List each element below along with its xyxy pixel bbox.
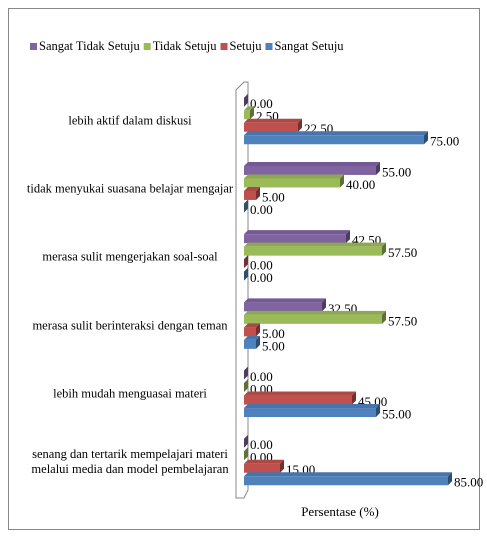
value-label: 55.00 [382, 164, 411, 179]
bar-side [244, 93, 248, 107]
value-label: 57.50 [388, 313, 417, 328]
bar [244, 246, 382, 256]
bar-top [244, 131, 428, 136]
bar-top [244, 106, 254, 111]
bar [244, 339, 256, 349]
bar-side [256, 186, 260, 200]
bar-side [244, 379, 248, 393]
legend-label: Setuju [230, 39, 263, 53]
bar [244, 314, 382, 324]
bar [244, 476, 448, 486]
value-label: 0.00 [250, 202, 273, 217]
legend-label: Sangat Tidak Setuju [39, 39, 140, 53]
bar-side [244, 199, 248, 213]
category-label: lebih mudah menguasai materi [53, 386, 207, 401]
bar-side [376, 404, 380, 418]
bar-top [244, 242, 386, 247]
legend-label: Tidak Setuju [153, 39, 218, 53]
bar-side [448, 472, 452, 486]
bar-side [346, 230, 350, 244]
x-axis-label: Persentase (%) [301, 504, 379, 519]
bar-top [244, 118, 302, 123]
value-label: 5.00 [262, 338, 285, 353]
value-label: 75.00 [430, 134, 459, 149]
bar-top [244, 323, 260, 328]
legend-swatch [143, 43, 151, 50]
bar-top [244, 186, 260, 191]
category-label: tidak menyukai suasana belajar mengajar [26, 181, 234, 196]
bar-top [244, 459, 284, 464]
bar-side [256, 323, 260, 337]
bar-side [352, 391, 356, 405]
bar-side [244, 434, 248, 448]
value-label: 57.50 [388, 245, 417, 260]
category-label: merasa sulit mengerjakan soal-soal [42, 249, 218, 264]
bar-top [244, 472, 452, 477]
category-label: merasa sulit berinteraksi dengan teman [32, 318, 228, 333]
value-label: 0.00 [250, 96, 273, 111]
bar [244, 110, 250, 120]
bar-side [256, 335, 260, 349]
bar-side [376, 161, 380, 175]
value-label: 0.00 [250, 437, 273, 452]
bar-side [250, 106, 254, 120]
category-label: senang dan tertarik mempelajari materi m… [31, 447, 229, 476]
value-label: 0.00 [250, 258, 273, 273]
bar [244, 122, 298, 132]
bar-side [424, 131, 428, 145]
legend-swatch [30, 43, 37, 50]
bar [244, 165, 376, 175]
bar-top [244, 230, 350, 235]
bar-side [244, 447, 248, 461]
bar-side [244, 366, 248, 380]
legend-swatch [220, 43, 228, 50]
bar-side [340, 174, 344, 188]
category-label: lebih aktif dalam diskusi [68, 113, 192, 128]
value-label: 0.00 [250, 270, 273, 285]
bar-side [244, 255, 248, 269]
bar [244, 190, 256, 200]
bar [244, 395, 352, 405]
value-label: 5.00 [262, 326, 285, 341]
bar-side [244, 267, 248, 281]
axis-wall [235, 81, 249, 499]
bar [244, 234, 346, 244]
bar [244, 178, 340, 188]
value-label: 5.00 [262, 189, 285, 204]
value-label: 55.00 [382, 407, 411, 422]
bar-side [280, 459, 284, 473]
value-label: 40.00 [346, 177, 375, 192]
bar-top [244, 404, 380, 409]
bar-top [244, 161, 380, 166]
bar-side [382, 310, 386, 324]
bar [244, 302, 322, 312]
legend-label: Sangat Setuju [274, 39, 344, 53]
bar-top [244, 298, 326, 303]
bar-top [244, 335, 260, 340]
bar [244, 463, 280, 473]
bar-top [244, 310, 386, 315]
legend-swatch [265, 43, 273, 50]
bar-side [322, 298, 326, 312]
bar [244, 408, 376, 418]
bar-side [382, 242, 386, 256]
bar [244, 135, 424, 145]
value-label: 85.00 [454, 475, 483, 490]
bar-side [298, 118, 302, 132]
bar-top [244, 174, 344, 179]
bar-top [244, 391, 356, 396]
bar [244, 327, 256, 337]
value-label: 0.00 [250, 369, 273, 384]
